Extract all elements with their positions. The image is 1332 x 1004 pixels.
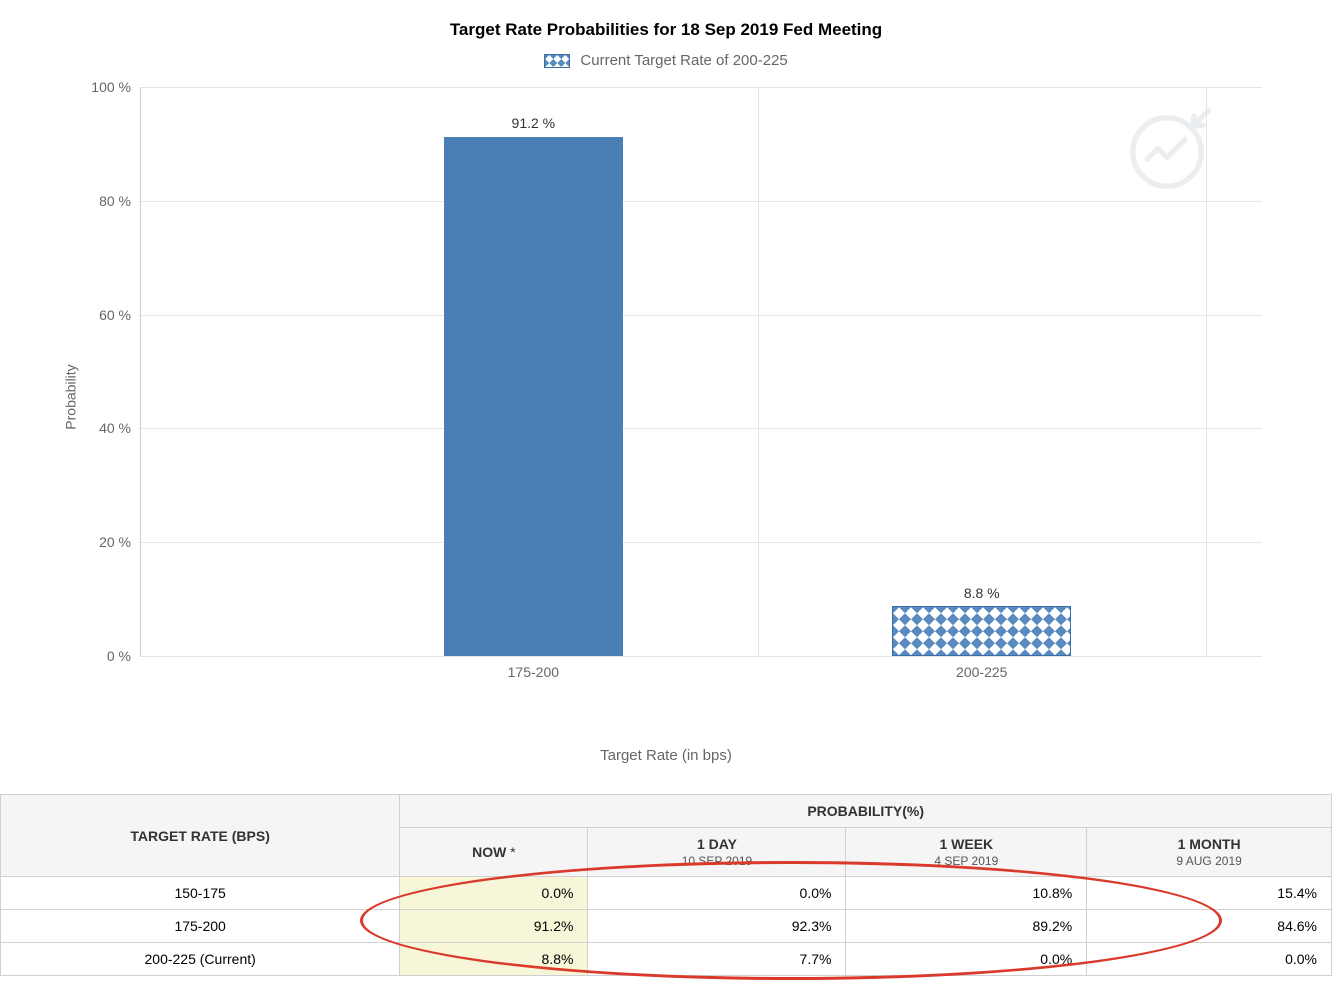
cell-value: 10.8% (846, 877, 1087, 910)
plot-wrap: Probability 0 %20 %40 %60 %80 %100 %91.2… (30, 87, 1302, 707)
col-subheader-date: 10 SEP 2019 (602, 854, 831, 868)
legend-swatch-icon (544, 54, 570, 68)
bar-value-label: 91.2 % (512, 115, 556, 131)
x-tick-label: 200-225 (956, 664, 1007, 680)
grid-line (141, 542, 1262, 543)
plot-region: 0 %20 %40 %60 %80 %100 %91.2 %175-2008.8… (140, 87, 1262, 657)
col-header-probability: PROBABILITY(%) (400, 795, 1332, 828)
col-header-now: NOW (400, 828, 588, 877)
grid-line (141, 315, 1262, 316)
x-tick-label: 175-200 (508, 664, 559, 680)
legend-label: Current Target Rate of 200-225 (580, 52, 787, 69)
cell-value: 0.0% (400, 877, 588, 910)
vgrid-line (1206, 87, 1207, 656)
y-tick-label: 0 % (107, 648, 131, 664)
col-header-1-week: 1 WEEK4 SEP 2019 (846, 828, 1087, 877)
y-axis-label: Probability (63, 364, 79, 429)
chart-title: Target Rate Probabilities for 18 Sep 201… (30, 20, 1302, 40)
table-row: 200-225 (Current)8.8%7.7%0.0%0.0% (1, 943, 1332, 976)
watermark-icon (1122, 107, 1212, 202)
bar-200-225: 8.8 % (892, 606, 1071, 656)
cell-value: 91.2% (400, 910, 588, 943)
grid-line (141, 87, 1262, 88)
cell-value: 7.7% (588, 943, 846, 976)
bar-value-label: 8.8 % (964, 585, 1000, 601)
col-header-target-rate: TARGET RATE (BPS) (1, 795, 400, 877)
y-tick-label: 40 % (99, 420, 131, 436)
cell-value: 0.0% (846, 943, 1087, 976)
page-container: Target Rate Probabilities for 18 Sep 201… (0, 0, 1332, 976)
y-tick-label: 80 % (99, 193, 131, 209)
cell-value: 15.4% (1087, 877, 1332, 910)
cell-value: 0.0% (1087, 943, 1332, 976)
col-header-1-month: 1 MONTH9 AUG 2019 (1087, 828, 1332, 877)
col-subheader-date: 4 SEP 2019 (860, 854, 1072, 868)
chart-legend: Current Target Rate of 200-225 (30, 52, 1302, 69)
cell-target-rate: 200-225 (Current) (1, 943, 400, 976)
cell-value: 8.8% (400, 943, 588, 976)
chart-area: Target Rate Probabilities for 18 Sep 201… (0, 0, 1332, 774)
table-row: 150-1750.0%0.0%10.8%15.4% (1, 877, 1332, 910)
x-axis-label: Target Rate (in bps) (30, 747, 1302, 764)
grid-line (141, 656, 1262, 657)
cell-target-rate: 150-175 (1, 877, 400, 910)
y-tick-label: 20 % (99, 534, 131, 550)
table-wrap: TARGET RATE (BPS)PROBABILITY(%)NOW1 DAY1… (0, 794, 1332, 976)
table-row: 175-20091.2%92.3%89.2%84.6% (1, 910, 1332, 943)
cell-value: 89.2% (846, 910, 1087, 943)
cell-value: 92.3% (588, 910, 846, 943)
bar-175-200: 91.2 % (444, 137, 623, 656)
vgrid-line (758, 87, 759, 656)
col-header-1-day: 1 DAY10 SEP 2019 (588, 828, 846, 877)
probability-table: TARGET RATE (BPS)PROBABILITY(%)NOW1 DAY1… (0, 794, 1332, 976)
col-subheader-date: 9 AUG 2019 (1101, 854, 1317, 868)
y-tick-label: 100 % (91, 79, 131, 95)
grid-line (141, 428, 1262, 429)
y-tick-label: 60 % (99, 307, 131, 323)
cell-value: 84.6% (1087, 910, 1332, 943)
grid-line (141, 201, 1262, 202)
cell-value: 0.0% (588, 877, 846, 910)
cell-target-rate: 175-200 (1, 910, 400, 943)
